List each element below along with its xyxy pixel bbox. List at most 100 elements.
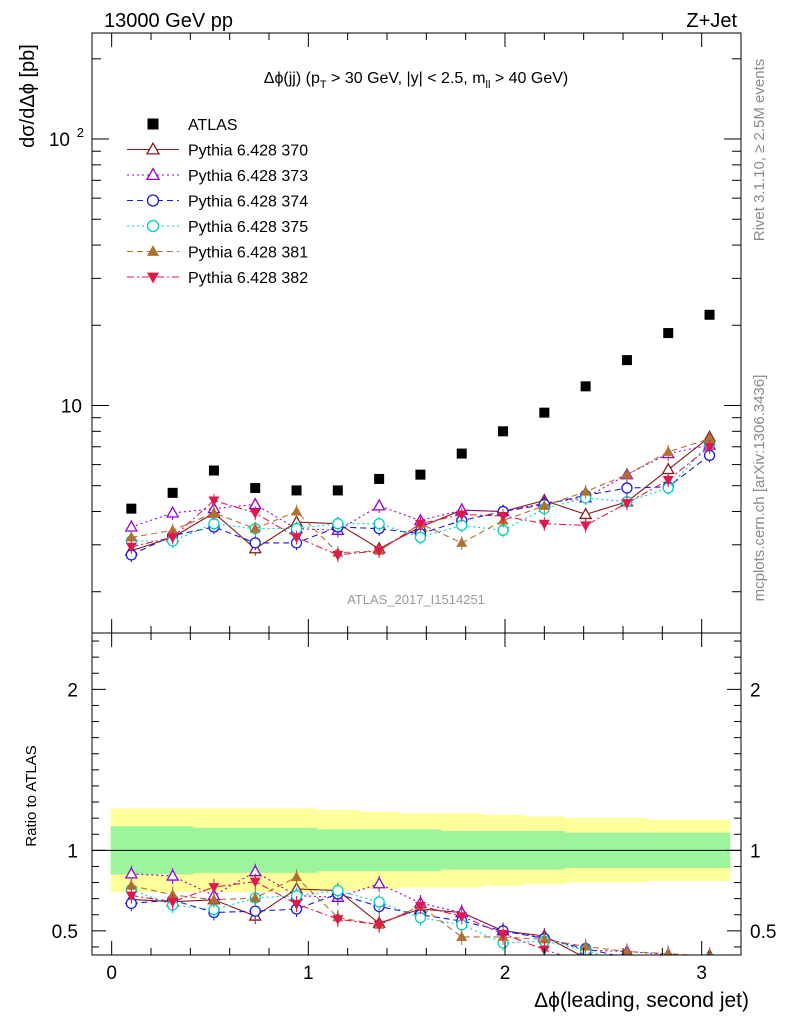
legend-label: Pythia 6.428 370: [188, 143, 308, 160]
legend-item: Pythia 6.428 373: [127, 167, 308, 185]
ratio-y-tick-label: 0.5: [52, 922, 78, 943]
ratio-y-tick-label-right: 1: [750, 841, 761, 862]
ratio-point: [456, 931, 468, 941]
ratio-point: [249, 905, 261, 917]
data-point: [414, 519, 426, 530]
data-point: [704, 433, 716, 443]
data-point: [661, 462, 675, 475]
legend-marker: [147, 118, 159, 130]
series-mc-6: [125, 440, 716, 563]
legend-label: ATLAS: [188, 117, 238, 134]
ratio-y-axis-label: Ratio to ATLAS: [23, 745, 40, 846]
ratio-point: [167, 897, 179, 908]
data-point: [208, 465, 219, 476]
y-tick-label: 10: [49, 130, 70, 151]
data-point: [167, 524, 179, 535]
ratio-point: [497, 929, 509, 940]
ratio-point: [332, 915, 344, 925]
ratio-point: [373, 896, 385, 908]
data-point: [208, 518, 220, 530]
legend-label: Pythia 6.428 375: [188, 219, 308, 236]
data-point: [332, 485, 343, 496]
data-point: [621, 499, 633, 509]
legend-label: Pythia 6.428 382: [188, 270, 308, 287]
x-axis-label: Δϕ(leading, second jet): [534, 989, 749, 1012]
data-point: [456, 448, 467, 459]
ratio-point: [414, 901, 426, 912]
ratio-point: [208, 883, 220, 893]
ratio-point: [622, 959, 632, 969]
y-tick-exponent: 2: [77, 125, 84, 140]
legend-marker: [146, 219, 160, 233]
legend-marker: [145, 141, 161, 155]
rivet-side-label: Rivet 3.1.10, ≥ 2.5M events: [751, 59, 768, 242]
ratio-point: [668, 954, 669, 955]
axes-ticks: 0 1 2 3 10 10 2 0.5 0.5 1 1 2 2: [49, 33, 776, 984]
legend: ATLAS Pythia 6.428 370 Pythia 6.428 373 Pyt…: [127, 117, 308, 287]
data-point: [125, 542, 137, 553]
data-point: [704, 442, 716, 453]
x-tick-label: 0: [106, 963, 117, 984]
y-tick-label: 10: [61, 396, 82, 417]
ratio-point: [664, 947, 673, 955]
data-point: [332, 550, 344, 561]
ratio-point: [621, 945, 633, 955]
legend-marker: [146, 245, 160, 256]
data-point: [414, 531, 427, 543]
ratio-point: [125, 891, 137, 902]
ratio-y-tick-label-right: 2: [750, 680, 761, 701]
data-point: [249, 522, 261, 533]
data-point: [456, 519, 468, 531]
data-point: [456, 537, 468, 547]
ratio-point: [291, 871, 303, 882]
ratio-point: [621, 961, 632, 971]
data-point: [497, 511, 509, 522]
ratio-point: [580, 940, 592, 951]
header-right: Z+Jet: [686, 10, 737, 32]
data-point: [125, 531, 137, 542]
ratio-series-line: [131, 876, 699, 955]
ratio-point: [456, 912, 468, 922]
ratio-point: [663, 964, 673, 974]
ratio-point: [538, 933, 550, 944]
data-point: [291, 533, 303, 544]
legend-label: Pythia 6.428 374: [188, 194, 308, 211]
legend-marker: [146, 272, 160, 284]
ratio-point: [373, 920, 385, 931]
x-tick-label: 1: [303, 963, 314, 984]
data-point: [126, 503, 137, 514]
data-point: [208, 496, 220, 507]
y-axis-label: dσ/dΔϕ [pb]: [17, 44, 39, 148]
legend-item: Pythia 6.428 370: [127, 141, 308, 160]
data-point: [538, 500, 550, 510]
analysis-watermark: ATLAS_2017_I1514251: [347, 592, 485, 607]
mcplots-side-label: mcplots.cern.ch [arXiv:1306.3436]: [751, 375, 768, 602]
data-point: [124, 519, 138, 532]
data-point: [291, 485, 302, 496]
ratio-point: [580, 959, 591, 969]
ratio-point: [249, 877, 261, 888]
ratio-point: [125, 879, 137, 890]
data-point: [580, 485, 592, 496]
data-point: [372, 498, 386, 511]
data-point: [249, 508, 261, 519]
ratio-point: [663, 964, 673, 974]
data-point: [332, 518, 344, 530]
data-point: [208, 507, 220, 517]
ratio-series-mc-6: [125, 873, 711, 971]
ratio-plot-frame: [91, 632, 742, 956]
x-tick-label: 2: [500, 963, 511, 984]
data-point: [662, 446, 674, 456]
data-point: [663, 328, 674, 339]
data-point: [538, 519, 550, 530]
main-plot-series: [124, 309, 717, 563]
legend-item: ATLAS: [147, 117, 238, 134]
data-point: [456, 510, 468, 521]
data-point: [704, 309, 715, 320]
ratio-y-tick-label-right: 0.5: [750, 922, 776, 943]
data-point: [373, 518, 385, 530]
data-point: [621, 355, 632, 366]
ratio-point: [249, 892, 261, 902]
data-point: [580, 521, 592, 532]
